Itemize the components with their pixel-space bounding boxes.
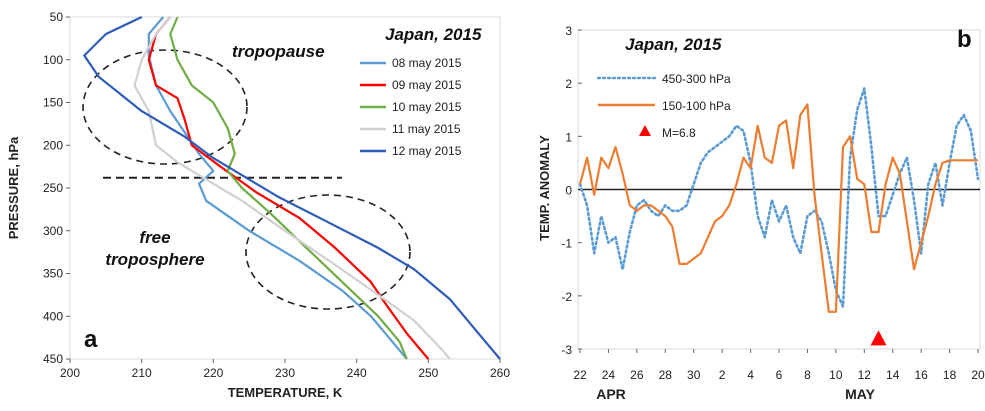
- month-label-may: MAY: [845, 386, 875, 402]
- panel-a-legend-title: Japan, 2015: [385, 25, 482, 44]
- panel-a-x-tick-label: 200: [60, 366, 80, 380]
- panel-b-legend-event-label: M=6.8: [662, 126, 696, 140]
- panel-a-y-axis-title: PRESSURE, hPa: [6, 136, 21, 239]
- panel-b-y-tick-label: 3: [565, 24, 572, 38]
- panel-a-y-tick-label: 350: [43, 267, 63, 281]
- panel-a-x-tick-label: 210: [132, 366, 152, 380]
- panel-b-x-tick-label: 8: [804, 368, 811, 382]
- month-label-apr: APR: [596, 386, 626, 402]
- panel-a-y-ticks: 50 100 150 200 250 300 350 400 450: [43, 10, 70, 366]
- panel-b-x-tick-label: 10: [829, 368, 843, 382]
- panel-a-x-ticks: 200 210 220 230 240 250 260: [60, 359, 510, 380]
- panel-b-legend-label: 150-100 hPa: [662, 99, 731, 113]
- panel-b-y-axis-title: TEMP. ANOMALY: [537, 135, 552, 241]
- panel-b-x-tick-label: 22: [573, 368, 587, 382]
- panel-b-legend: 450-300 hPa 150-100 hPa M=6.8: [596, 72, 731, 140]
- panel-a-y-tick-label: 50: [50, 10, 64, 24]
- panel-b-x-tick-label: 16: [914, 368, 928, 382]
- panel-a-legend-label: 10 may 2015: [392, 100, 462, 114]
- panel-b-legend-label: 450-300 hPa: [662, 72, 731, 86]
- panel-a-x-tick-label: 260: [490, 366, 510, 380]
- panel-b-x-tick-label: 14: [886, 368, 900, 382]
- panel-a-x-tick-label: 250: [418, 366, 438, 380]
- panel-b-y-tick-label: 1: [565, 130, 572, 144]
- panel-a-series-line-4: [133, 16, 451, 360]
- panel-b-y-ticks: 3 2 1 0 -1 -2 -3: [561, 24, 582, 357]
- panel-b-x-tick-label: 18: [943, 368, 957, 382]
- panel-a-y-tick-label: 450: [43, 352, 63, 366]
- panel-a-x-tick-label: 240: [347, 366, 367, 380]
- panel-b-y-tick-label: -3: [561, 343, 572, 357]
- panel-a-x-tick-label: 230: [275, 366, 295, 380]
- panel-b-legend-event-swatch: [639, 125, 651, 136]
- panel-b-y-tick-label: 2: [565, 77, 572, 91]
- panel-a-series-line-5: [83, 16, 501, 360]
- panel-a-legend: 08 may 2015 09 may 2015 10 may 2015 11 may …: [360, 56, 462, 158]
- panel-a-x-tick-label: 220: [203, 366, 223, 380]
- annotation-troposphere: troposphere: [105, 250, 204, 269]
- annotation-free: free: [139, 228, 170, 247]
- earthquake-marker: [870, 330, 887, 346]
- panel-a-legend-label: 12 may 2015: [392, 144, 462, 158]
- troposphere-ellipse: [245, 194, 411, 310]
- panel-a-y-tick-label: 300: [43, 224, 63, 238]
- panel-b-y-tick-label: -1: [561, 237, 572, 251]
- panel-b-series-line-1: [578, 87, 980, 308]
- panel-a-series-line-3: [169, 16, 408, 360]
- panel-a-y-tick-label: 100: [43, 53, 63, 67]
- panel-a-y-tick-label: 150: [43, 96, 63, 110]
- panel-b-x-tick-label: 30: [687, 368, 701, 382]
- panel-a-y-tick-label: 200: [43, 138, 63, 152]
- panel-b-x-tick-label: 28: [659, 368, 673, 382]
- panel-b-x-ticks: 22 24 26 28 30 2 4 6 8 10 12 14 16 18 20: [573, 349, 985, 382]
- panel-a-x-axis-title: TEMPERATURE, K: [228, 385, 343, 400]
- panel-b-x-tick-label: 2: [719, 368, 726, 382]
- panel-b-x-tick-label: 24: [602, 368, 616, 382]
- panel-b-x-tick-label: 20: [971, 368, 985, 382]
- panel-b-label: b: [957, 26, 972, 53]
- panel-a-y-tick-label: 250: [43, 181, 63, 195]
- panel-a-legend-label: 11 may 2015: [392, 122, 461, 136]
- tropopause-ellipse: [82, 49, 248, 165]
- annotation-tropopause: tropopause: [232, 42, 325, 61]
- panel-b-series: [578, 87, 980, 313]
- panel-b-y-tick-label: -2: [561, 290, 572, 304]
- panel-b-x-tick-label: 4: [747, 368, 754, 382]
- panel-b-y-tick-label: 0: [565, 184, 572, 198]
- panel-a-legend-label: 08 may 2015: [392, 56, 462, 70]
- panel-b-legend-title: Japan, 2015: [625, 35, 722, 54]
- panel-b-x-tick-label: 12: [858, 368, 872, 382]
- panel-b-series-line-2: [578, 103, 978, 313]
- panel-a-y-tick-label: 400: [43, 309, 63, 323]
- panel-a-label: a: [84, 326, 98, 353]
- panel-b-x-tick-label: 6: [776, 368, 783, 382]
- panel-a-plot-area: [69, 16, 501, 360]
- panel-b-x-tick-label: 26: [630, 368, 644, 382]
- panel-a-series: [83, 16, 501, 360]
- panel-a-legend-label: 09 may 2015: [392, 78, 462, 92]
